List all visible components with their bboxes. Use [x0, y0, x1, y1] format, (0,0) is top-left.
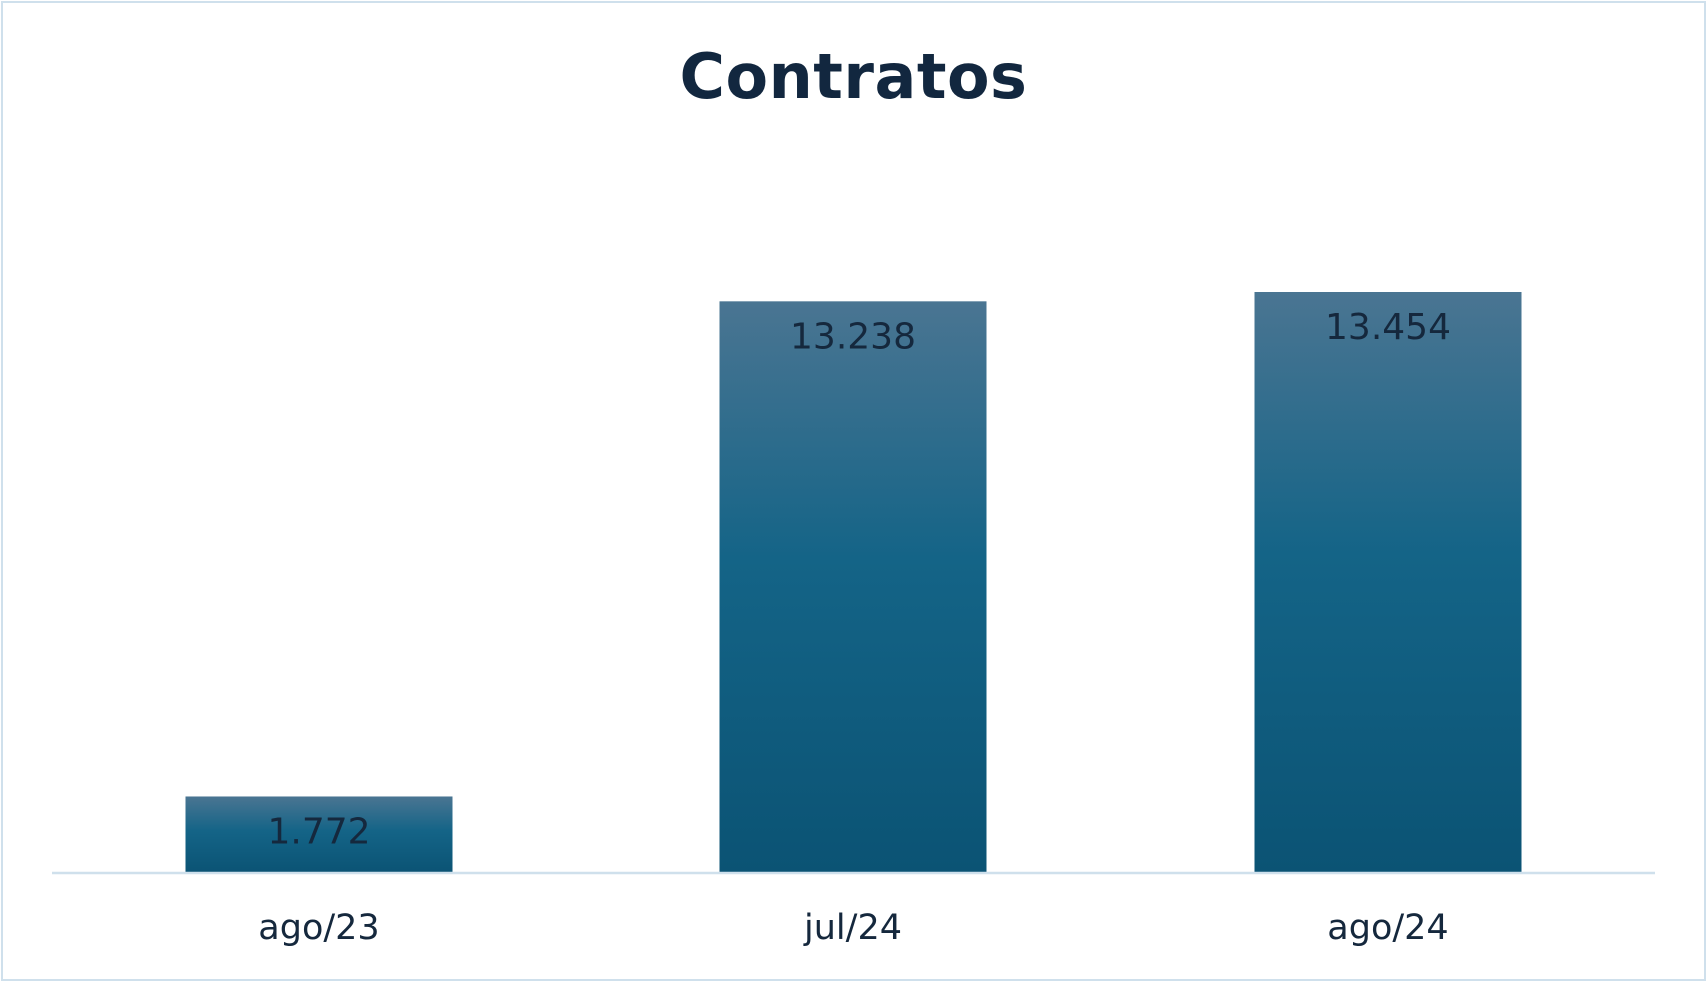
bar-value-label: 13.454 [1325, 307, 1451, 348]
x-tick-labels-group: ago/23 jul/24 ago/24 [258, 908, 1448, 948]
bar-ago-24 [1254, 292, 1522, 873]
bar-labels-group: 1.772 13.238 13.454 [267, 307, 1451, 852]
bar-value-label: 1.772 [267, 811, 370, 852]
x-tick-label: ago/23 [258, 908, 379, 948]
bar-ago-23 [185, 796, 453, 873]
bar-value-label: 13.238 [790, 316, 916, 357]
bar-jul-24 [719, 301, 987, 874]
bars-group [185, 292, 1522, 874]
x-tick-label: jul/24 [803, 908, 902, 948]
x-tick-label: ago/24 [1327, 908, 1448, 948]
chart-title: Contratos [679, 40, 1028, 113]
